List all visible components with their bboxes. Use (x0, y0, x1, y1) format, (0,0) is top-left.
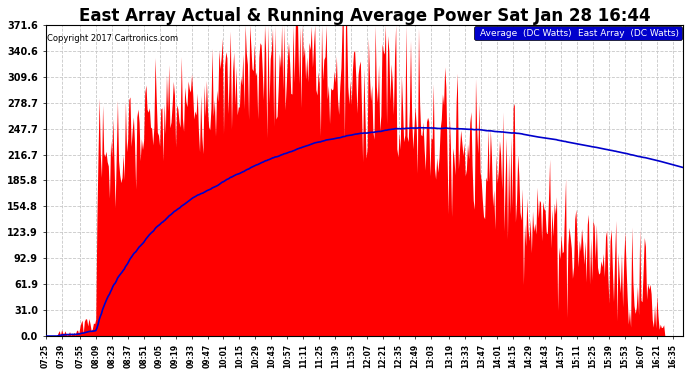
Title: East Array Actual & Running Average Power Sat Jan 28 16:44: East Array Actual & Running Average Powe… (79, 7, 650, 25)
Text: Copyright 2017 Cartronics.com: Copyright 2017 Cartronics.com (47, 34, 178, 43)
Legend: Average  (DC Watts), East Array  (DC Watts): Average (DC Watts), East Array (DC Watts… (474, 26, 682, 40)
